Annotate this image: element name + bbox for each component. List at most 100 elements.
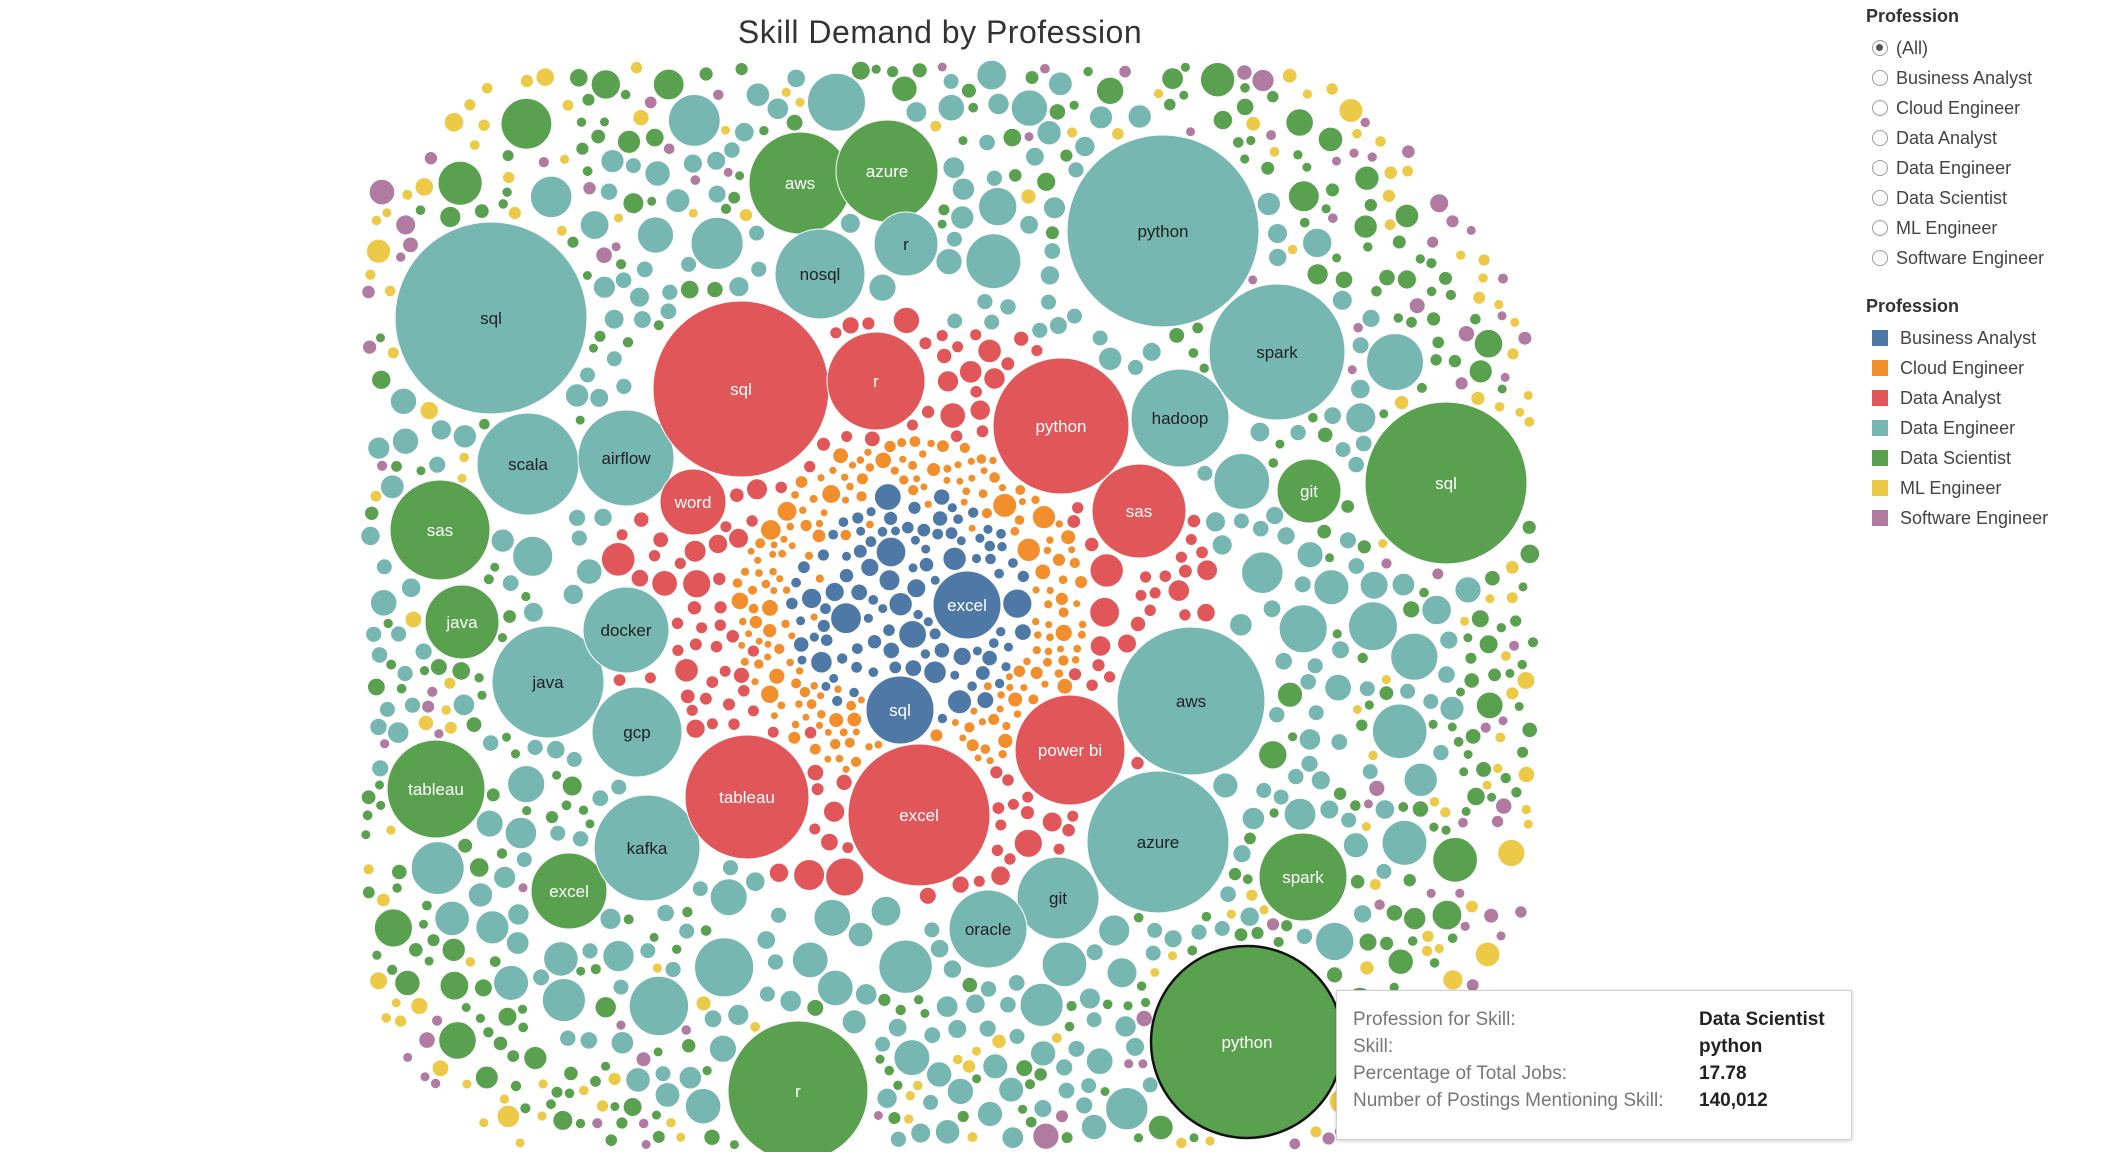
bubble[interactable]	[805, 698, 818, 710]
bubble[interactable]	[1454, 887, 1466, 899]
bubble[interactable]	[731, 577, 744, 589]
bubble[interactable]	[814, 518, 825, 529]
bubble[interactable]	[593, 794, 701, 902]
bubble[interactable]	[622, 913, 635, 926]
bubble[interactable]	[841, 316, 860, 335]
bubble[interactable]	[1066, 126, 1079, 139]
bubble[interactable]	[1316, 523, 1333, 540]
bubble[interactable]	[816, 691, 826, 701]
bubble[interactable]	[367, 436, 391, 460]
bubble[interactable]	[1300, 754, 1319, 773]
bubble[interactable]	[1052, 842, 1066, 856]
bubble[interactable]	[970, 552, 983, 565]
bubble[interactable]	[1473, 328, 1504, 359]
bubble[interactable]	[429, 1077, 442, 1090]
bubble[interactable]	[874, 451, 893, 470]
bubble[interactable]	[1060, 529, 1077, 546]
bubble[interactable]	[559, 153, 571, 165]
bubble[interactable]	[551, 769, 563, 781]
bubble[interactable]	[801, 587, 823, 610]
bubble[interactable]	[1370, 285, 1383, 298]
bubble[interactable]	[814, 573, 825, 584]
bubble[interactable]	[856, 695, 866, 705]
bubble[interactable]	[652, 319, 665, 332]
bubble[interactable]	[622, 192, 645, 215]
bubble[interactable]	[1351, 336, 1370, 355]
bubble[interactable]	[847, 743, 991, 887]
bubble[interactable]	[589, 963, 602, 976]
bubble[interactable]	[1241, 551, 1284, 595]
bubble[interactable]	[976, 691, 995, 710]
bubble[interactable]	[429, 658, 448, 676]
bubble[interactable]	[1198, 362, 1210, 374]
bubble[interactable]	[1331, 640, 1350, 660]
bubble[interactable]	[1036, 171, 1057, 192]
bubble[interactable]	[1072, 643, 1083, 654]
bubble[interactable]	[785, 657, 795, 668]
bubble[interactable]	[456, 472, 468, 484]
bubble[interactable]	[1425, 887, 1437, 900]
bubble[interactable]	[1053, 668, 1065, 679]
bubble[interactable]	[1465, 899, 1479, 914]
bubble[interactable]	[768, 667, 786, 685]
bubble[interactable]	[867, 594, 880, 606]
bubble[interactable]	[760, 519, 782, 541]
bubble[interactable]	[391, 882, 403, 894]
bubble[interactable]	[1401, 144, 1416, 159]
bubble[interactable]	[1331, 289, 1353, 311]
bubble[interactable]	[1135, 1009, 1153, 1028]
bubble[interactable]	[1265, 917, 1281, 932]
bubble[interactable]	[707, 184, 727, 204]
bubble[interactable]	[870, 63, 882, 75]
bubble[interactable]	[739, 656, 750, 667]
bubble[interactable]	[386, 346, 400, 360]
bubble[interactable]	[1431, 567, 1445, 581]
bubble[interactable]	[993, 567, 1005, 580]
bubble[interactable]	[831, 694, 844, 708]
bubble[interactable]	[563, 1065, 579, 1082]
bubble[interactable]	[937, 93, 966, 122]
bubble[interactable]	[381, 207, 393, 219]
bubble[interactable]	[760, 578, 772, 590]
bubble[interactable]	[1074, 135, 1096, 158]
bubble[interactable]	[1359, 960, 1375, 976]
bubble[interactable]	[550, 1085, 564, 1099]
bubble[interactable]	[1212, 772, 1239, 799]
bubble[interactable]	[374, 779, 385, 791]
bubble[interactable]	[564, 383, 590, 408]
bubble[interactable]	[514, 1137, 526, 1149]
bubble[interactable]	[874, 1053, 886, 1065]
bubble[interactable]	[1098, 346, 1123, 371]
bubble[interactable]	[1326, 966, 1344, 984]
bubble[interactable]	[1021, 790, 1035, 804]
bubble[interactable]	[401, 188, 414, 201]
bubble[interactable]	[898, 454, 908, 464]
bubble[interactable]	[1004, 672, 1014, 682]
bubble[interactable]	[1043, 242, 1062, 260]
bubble[interactable]	[1116, 626, 1266, 776]
bubble[interactable]	[971, 1073, 983, 1085]
bubble[interactable]	[931, 527, 945, 541]
bubble[interactable]	[578, 1084, 590, 1097]
bubble[interactable]	[1411, 800, 1430, 818]
bubble[interactable]	[375, 892, 391, 908]
bubble[interactable]	[1428, 796, 1441, 808]
bubble[interactable]	[371, 369, 392, 390]
bubble[interactable]	[1283, 797, 1317, 831]
bubble[interactable]	[541, 978, 587, 1023]
bubble[interactable]	[806, 763, 825, 782]
bubble[interactable]	[509, 748, 522, 760]
bubble[interactable]	[966, 680, 978, 693]
bubble[interactable]	[568, 508, 587, 528]
bubble[interactable]	[1132, 911, 1145, 924]
bubble[interactable]	[936, 347, 953, 365]
bubble[interactable]	[1351, 127, 1363, 140]
bubble[interactable]	[1439, 630, 1459, 650]
bubble[interactable]	[969, 385, 984, 399]
bubble[interactable]	[619, 88, 632, 101]
bubble[interactable]	[1363, 699, 1375, 711]
bubble[interactable]	[829, 326, 843, 340]
bubble[interactable]	[1074, 575, 1089, 589]
bubble[interactable]	[882, 641, 901, 660]
bubble[interactable]	[635, 260, 654, 279]
